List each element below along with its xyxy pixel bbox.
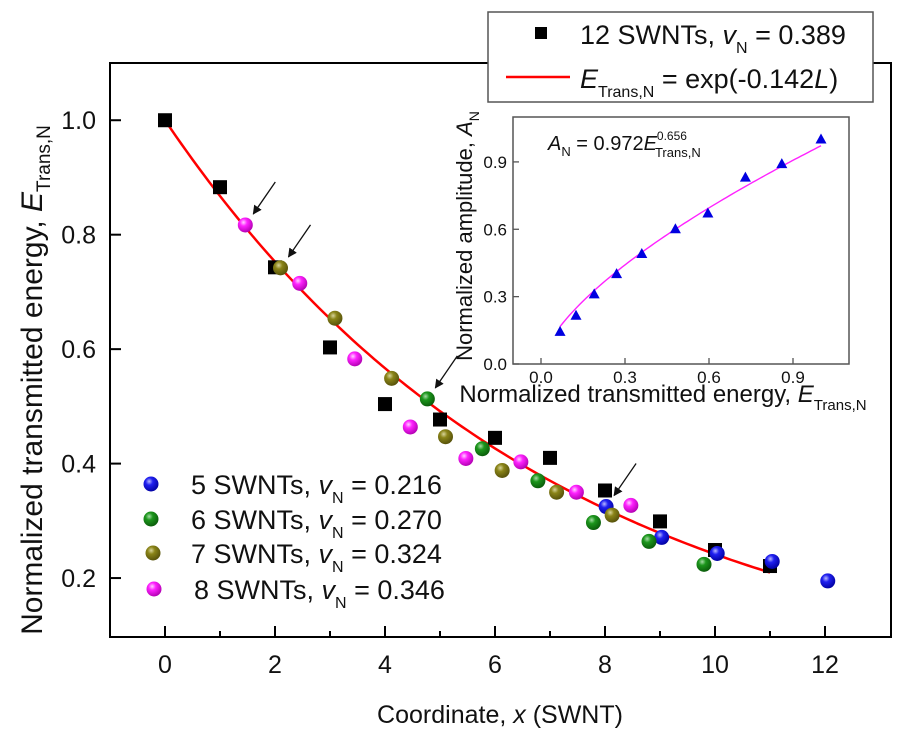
x-tick-label: 10 xyxy=(701,651,729,679)
point-5-swnts xyxy=(820,573,836,589)
inset-point-triangle xyxy=(554,325,566,336)
y-tick-label: 0.8 xyxy=(61,222,96,250)
point-5-swnts xyxy=(709,545,725,561)
legend-marker-8-swnts xyxy=(146,581,162,597)
inset-axes: 0.0 0.3 0.6 0.9 0.0 0.3 0.6 0.9 xyxy=(483,153,804,387)
x-tick-label: 6 xyxy=(488,651,502,679)
point-12-swnts xyxy=(433,412,447,427)
point-6-swnts xyxy=(530,473,546,489)
annotation-arrow xyxy=(613,463,637,497)
inset-point-triangle xyxy=(815,133,827,144)
fit-curve-exp xyxy=(163,119,771,574)
point-7-swnts xyxy=(604,507,620,523)
main-arrows-layer xyxy=(252,181,637,497)
point-8-swnts xyxy=(347,351,363,367)
point-5-swnts xyxy=(654,529,670,545)
inset-x-axis-title: Normalized transmitted energy, ETrans,N xyxy=(459,381,866,414)
legend-top: 12 SWNTs, vN = 0.389 ETrans,N = exp(-0.1… xyxy=(487,11,874,103)
point-12-swnts xyxy=(213,180,227,195)
inset-y-tick-label: 0.9 xyxy=(483,153,507,172)
point-8-swnts xyxy=(402,419,418,435)
inset-fit-layer xyxy=(559,145,822,328)
inset-x-tick-label: 0.0 xyxy=(529,368,553,387)
point-6-swnts xyxy=(641,533,657,549)
inset-x-tick-label: 0.6 xyxy=(697,368,721,387)
legend-marker-6-swnts xyxy=(143,511,159,527)
point-12-swnts xyxy=(653,514,667,529)
legend-entry-fit: ETrans,N = exp(-0.142L) xyxy=(580,64,838,101)
y-tick-label: 1.0 xyxy=(61,107,96,135)
inset-point-triangle xyxy=(776,158,788,169)
inset-point-triangle xyxy=(570,309,582,320)
point-7-swnts xyxy=(549,484,565,500)
inset-y-tick-label: 0.6 xyxy=(483,220,507,239)
point-8-swnts xyxy=(513,454,529,470)
legend-square-marker xyxy=(535,27,547,39)
point-5-swnts xyxy=(764,553,780,569)
point-7-swnts xyxy=(438,429,453,445)
inset-point-triangle xyxy=(702,207,714,218)
x-tick-label: 0 xyxy=(158,651,172,679)
legend-bottom: 5 SWNTs, vN = 0.216 6 SWNTs, vN = 0.270 … xyxy=(143,470,445,612)
inset-point-triangle xyxy=(611,268,623,279)
annotation-arrow xyxy=(287,224,312,258)
inset-y-axis-title: Normalized amplitude, AN xyxy=(452,111,482,361)
inset-fit-equation: AN = 0.972E0.656 Trans,N xyxy=(547,129,701,160)
point-8-swnts xyxy=(458,450,474,466)
point-12-swnts xyxy=(598,483,612,498)
point-7-swnts xyxy=(384,370,400,386)
legend-top-box xyxy=(487,11,874,103)
y-tick-label: 0.4 xyxy=(61,451,96,479)
main-points-layer xyxy=(158,113,836,589)
x-tick-label: 4 xyxy=(378,651,392,679)
inset-fit-curve-power xyxy=(559,145,822,328)
point-6-swnts xyxy=(419,391,435,407)
legend-entry-6-swnts: 6 SWNTs, vN = 0.270 xyxy=(191,505,442,542)
point-8-swnts xyxy=(623,497,639,513)
inset-points-layer xyxy=(554,133,827,336)
point-12-swnts xyxy=(158,113,172,128)
inset-plot-frame xyxy=(512,116,850,365)
point-8-swnts xyxy=(292,275,308,291)
point-6-swnts xyxy=(585,515,601,531)
inset-y-tick-label: 0.0 xyxy=(483,355,507,374)
main-axes: 0 2 4 6 8 10 12 0.2 0.4 0.6 0.8 1.0 xyxy=(61,107,839,679)
annotation-arrow xyxy=(434,355,458,389)
legend-entry-5-swnts: 5 SWNTs, vN = 0.216 xyxy=(191,470,442,507)
point-6-swnts xyxy=(696,556,712,572)
inset-point-triangle xyxy=(669,223,681,234)
main-fit-layer xyxy=(163,119,771,574)
y-tick-label: 0.2 xyxy=(61,565,96,593)
inset-point-triangle xyxy=(588,288,600,299)
inset-y-tick-label: 0.3 xyxy=(483,288,507,307)
legend-marker-7-swnts xyxy=(145,545,161,561)
main-y-axis-title: Normalized transmitted energy, ETrans,N xyxy=(16,125,55,635)
point-7-swnts xyxy=(494,462,510,478)
legend-entry-8-swnts: 8 SWNTs, vN = 0.346 xyxy=(194,575,445,612)
main-x-axis-title: Coordinate, x (SWNT) xyxy=(377,701,623,729)
point-12-swnts xyxy=(543,450,557,465)
x-tick-label: 2 xyxy=(268,651,282,679)
inset-point-triangle xyxy=(739,171,751,182)
point-12-swnts xyxy=(488,430,502,445)
annotation-arrow xyxy=(252,181,276,215)
point-6-swnts xyxy=(474,441,490,457)
legend-marker-5-swnts xyxy=(143,476,159,492)
y-tick-label: 0.6 xyxy=(61,336,96,364)
inset-x-tick-label: 0.9 xyxy=(781,368,805,387)
legend-entry-7-swnts: 7 SWNTs, vN = 0.324 xyxy=(191,539,442,576)
point-12-swnts xyxy=(378,397,392,412)
point-7-swnts xyxy=(273,260,288,276)
point-12-swnts xyxy=(323,340,337,355)
x-tick-label: 12 xyxy=(811,651,839,679)
x-tick-label: 8 xyxy=(598,651,612,679)
point-8-swnts xyxy=(568,484,584,500)
inset-x-tick-label: 0.3 xyxy=(613,368,637,387)
legend-entry-12-swnts: 12 SWNTs, vN = 0.389 xyxy=(580,20,846,57)
point-8-swnts xyxy=(237,217,253,233)
inset-point-triangle xyxy=(636,247,648,258)
point-7-swnts xyxy=(327,310,343,326)
